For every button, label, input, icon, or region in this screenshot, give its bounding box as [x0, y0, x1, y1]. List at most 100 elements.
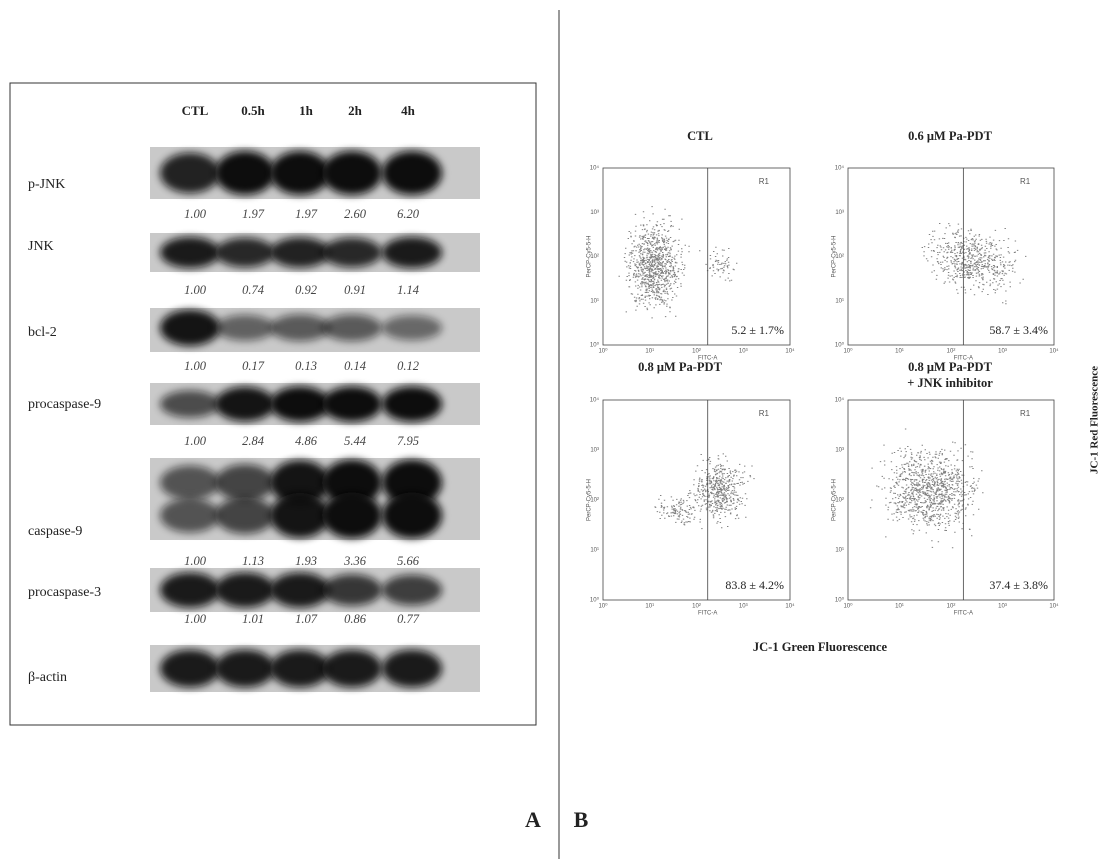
event-cloud: [654, 453, 755, 530]
x-tick-label: 10⁴: [785, 348, 795, 355]
x-axis-label: FITC-A: [698, 611, 717, 617]
blot-band: [322, 492, 382, 539]
lane-header: 0.5h: [241, 103, 265, 118]
protein-label: procaspase-9: [28, 397, 101, 412]
blot-band: [160, 649, 220, 688]
density-value: 1.07: [295, 612, 318, 626]
x-tick-label: 10¹: [645, 349, 654, 355]
flow-plot: 0.8 μM Pa-PDT + JNK inhibitor R1 37.4 ± 3.8…: [832, 360, 1059, 617]
blot-band: [270, 460, 330, 505]
density-value: 4.86: [295, 434, 318, 448]
density-value: 1.93: [295, 554, 317, 568]
blot-band: [160, 572, 220, 608]
blot-band: [160, 390, 220, 418]
gate-result: 37.4 ± 3.8%: [989, 578, 1048, 592]
x-tick-label: 10⁴: [1049, 603, 1059, 610]
blot-band: [322, 574, 382, 606]
density-value: 0.77: [397, 612, 420, 626]
blot-band: [270, 314, 330, 342]
y-tick-label: 10²: [835, 498, 844, 504]
y-tick-label: 10¹: [835, 298, 844, 304]
blot-band: [270, 237, 330, 268]
x-tick-label: 10³: [739, 349, 748, 355]
blot-band: [160, 236, 220, 269]
blot-band: [215, 237, 275, 268]
lane-header: 2h: [348, 103, 363, 118]
blot-band: [215, 649, 275, 688]
blot-band: [382, 649, 442, 688]
y-tick-label: 10⁰: [835, 597, 845, 604]
x-tick-label: 10⁰: [598, 603, 608, 610]
density-value: 0.74: [242, 283, 264, 297]
blot-band: [382, 315, 442, 341]
plot-subtitle: + JNK inhibitor: [907, 376, 993, 390]
blot-band: [215, 497, 275, 534]
density-value: 1.00: [184, 283, 207, 297]
gate-label: R1: [759, 177, 770, 186]
panel-a-frame: [9, 82, 537, 726]
y-axis-label: PerCP-Cy5-5-H: [832, 235, 838, 277]
blot-band: [160, 152, 220, 194]
density-value: 1.13: [242, 554, 264, 568]
density-value: 0.12: [397, 359, 419, 373]
event-cloud: [921, 223, 1027, 305]
lane-header: 4h: [401, 103, 416, 118]
density-value: 1.97: [242, 207, 265, 221]
density-value: 0.86: [344, 612, 367, 626]
x-tick-label: 10⁰: [598, 348, 608, 355]
gate-label: R1: [1020, 409, 1031, 418]
y-tick-label: 10¹: [590, 548, 599, 554]
density-value: 1.14: [397, 283, 419, 297]
blot-band: [322, 237, 382, 268]
x-tick-label: 10¹: [895, 349, 904, 355]
x-tick-label: 10²: [947, 604, 956, 610]
protein-label: bcl-2: [28, 325, 57, 340]
blot-band: [382, 386, 442, 422]
plot-title: 0.8 μM Pa-PDT: [638, 360, 722, 374]
density-value: 1.00: [184, 359, 207, 373]
y-tick-label: 10⁰: [590, 597, 600, 604]
blot-band: [322, 459, 382, 506]
blot-band: [270, 151, 330, 195]
x-axis-title: JC-1 Green Fluorescence: [753, 640, 888, 654]
gate-result: 58.7 ± 3.4%: [989, 323, 1048, 337]
y-tick-label: 10⁴: [590, 165, 600, 172]
y-tick-label: 10⁴: [590, 397, 600, 404]
blot-band: [322, 314, 382, 342]
density-value: 0.92: [295, 283, 317, 297]
protein-label: β-actin: [28, 670, 67, 685]
y-tick-label: 10³: [835, 210, 844, 216]
x-tick-label: 10²: [692, 604, 701, 610]
density-value: 1.97: [295, 207, 318, 221]
x-tick-label: 10²: [692, 349, 701, 355]
density-value: 0.91: [344, 283, 366, 297]
blot-band: [270, 572, 330, 608]
protein-label: procaspase-3: [28, 585, 101, 600]
lane-header: CTL: [182, 103, 209, 118]
y-tick-label: 10⁰: [835, 342, 845, 349]
x-axis-label: FITC-A: [698, 356, 717, 362]
y-axis-title: JC-1 Red Fluorescence: [1089, 366, 1101, 474]
y-axis-label: PerCP-Cy5-5-H: [832, 479, 838, 521]
x-tick-label: 10⁴: [785, 603, 795, 610]
blot-band: [382, 459, 442, 506]
y-tick-label: 10¹: [590, 298, 599, 304]
event-cloud: [618, 206, 738, 319]
x-tick-label: 10¹: [895, 604, 904, 610]
density-value: 5.66: [397, 554, 420, 568]
x-tick-label: 10¹: [645, 604, 654, 610]
density-value: 1.00: [184, 207, 207, 221]
blot-band: [160, 465, 220, 500]
protein-label: p-JNK: [28, 177, 65, 192]
protein-label: JNK: [28, 239, 54, 254]
plot-frame: [602, 167, 791, 346]
gate-result: 83.8 ± 4.2%: [725, 578, 784, 592]
blot-band: [382, 236, 442, 269]
density-value: 0.17: [242, 359, 265, 373]
x-tick-label: 10³: [998, 604, 1007, 610]
x-tick-label: 10³: [998, 349, 1007, 355]
